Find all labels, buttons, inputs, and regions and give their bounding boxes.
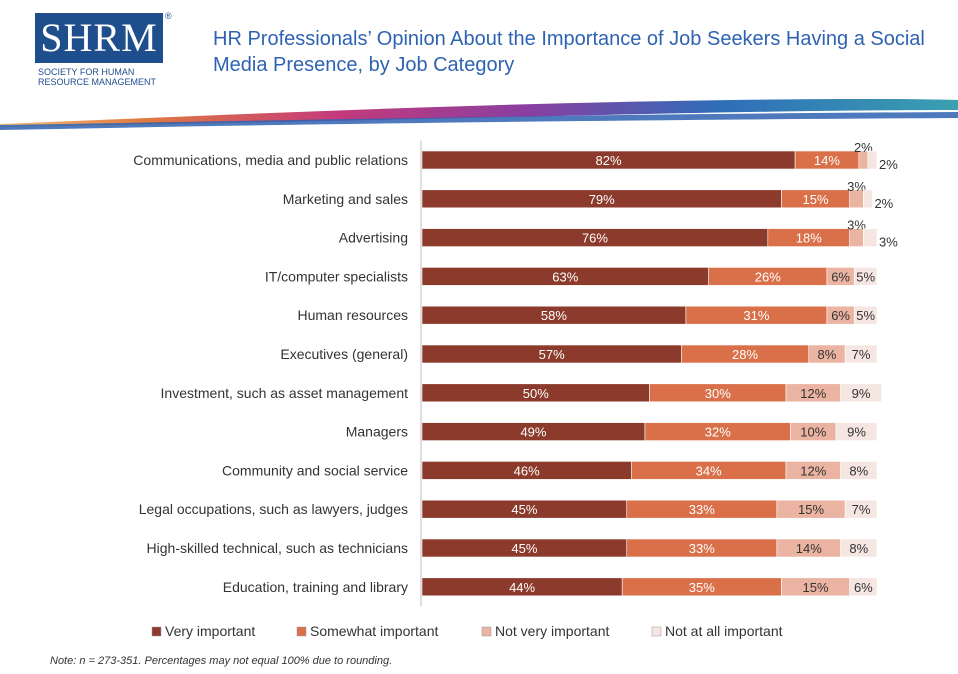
data-label: 10% bbox=[800, 425, 826, 440]
logo-subtitle: SOCIETY FOR HUMAN RESOURCE MANAGEMENT bbox=[38, 67, 157, 87]
data-label: 49% bbox=[520, 425, 546, 440]
legend-label: Somewhat important bbox=[310, 623, 439, 639]
data-label: 79% bbox=[589, 192, 615, 207]
legend-label: Not at all important bbox=[665, 623, 783, 639]
data-label: 3% bbox=[847, 179, 866, 194]
category-label: Human resources bbox=[298, 307, 409, 323]
data-label: 9% bbox=[852, 386, 871, 401]
data-label: 14% bbox=[796, 541, 822, 556]
category-label: High-skilled technical, such as technici… bbox=[147, 540, 408, 556]
data-label: 30% bbox=[705, 386, 731, 401]
stacked-bar-chart: Communications, media and public relatio… bbox=[133, 140, 898, 639]
data-label: 28% bbox=[732, 347, 758, 362]
chart-title: HR Professionals’ Opinion About the Impo… bbox=[213, 28, 925, 76]
bar-segment bbox=[849, 577, 878, 597]
bar-segment bbox=[863, 228, 878, 247]
data-label: 9% bbox=[847, 425, 866, 440]
category-label: Investment, such as asset management bbox=[161, 385, 409, 401]
data-label: 35% bbox=[689, 580, 715, 595]
data-label: 2% bbox=[874, 196, 893, 211]
data-label: 50% bbox=[523, 386, 549, 401]
category-label: Advertising bbox=[339, 230, 408, 246]
category-label: Marketing and sales bbox=[283, 191, 408, 207]
category-label: Executives (general) bbox=[280, 346, 408, 362]
decorative-banner bbox=[0, 98, 958, 130]
category-label: IT/computer specialists bbox=[265, 268, 408, 284]
data-label: 33% bbox=[689, 541, 715, 556]
bar-segment bbox=[867, 150, 878, 170]
legend-swatch bbox=[651, 626, 662, 637]
data-label: 82% bbox=[596, 153, 622, 168]
legend-swatch bbox=[151, 626, 162, 637]
data-label: 45% bbox=[511, 541, 537, 556]
category-label: Communications, media and public relatio… bbox=[133, 152, 408, 168]
data-label: 8% bbox=[818, 347, 837, 362]
data-label: 2% bbox=[879, 157, 898, 172]
data-label: 26% bbox=[755, 269, 781, 284]
data-label: 45% bbox=[511, 502, 537, 517]
data-label: 5% bbox=[856, 308, 875, 323]
bar-segment bbox=[840, 383, 882, 403]
legend-swatch bbox=[481, 626, 492, 637]
data-label: 76% bbox=[582, 231, 608, 246]
data-label: 31% bbox=[743, 308, 769, 323]
legend-label: Very important bbox=[165, 623, 255, 639]
data-label: 32% bbox=[705, 425, 731, 440]
data-label: 3% bbox=[847, 218, 866, 233]
bar-segment bbox=[835, 422, 878, 441]
data-label: 34% bbox=[696, 463, 722, 478]
data-label: 63% bbox=[552, 269, 578, 284]
data-label: 15% bbox=[798, 502, 824, 517]
data-label: 58% bbox=[541, 308, 567, 323]
bar-segment bbox=[840, 538, 878, 558]
data-label: 7% bbox=[852, 347, 871, 362]
data-label: 46% bbox=[514, 463, 540, 478]
data-label: 6% bbox=[854, 580, 873, 595]
data-label: 5% bbox=[856, 269, 875, 284]
registered-mark: ® bbox=[165, 11, 172, 21]
bar-segment bbox=[853, 305, 878, 325]
data-label: 3% bbox=[879, 235, 898, 250]
data-label: 15% bbox=[803, 192, 829, 207]
category-label: Education, training and library bbox=[223, 579, 408, 595]
data-label: 6% bbox=[831, 269, 850, 284]
legend-label: Not very important bbox=[495, 623, 609, 639]
category-label: Legal occupations, such as lawyers, judg… bbox=[139, 501, 408, 517]
bar-segment bbox=[853, 267, 878, 286]
bar-segment bbox=[844, 499, 878, 519]
data-label: 18% bbox=[796, 231, 822, 246]
category-label: Community and social service bbox=[222, 462, 408, 478]
logo-wordmark: SHRM bbox=[35, 13, 163, 63]
data-label: 14% bbox=[814, 153, 840, 168]
data-label: 12% bbox=[800, 386, 826, 401]
data-label: 44% bbox=[509, 580, 535, 595]
data-label: 15% bbox=[803, 580, 829, 595]
bar-segment bbox=[844, 344, 878, 364]
data-label: 8% bbox=[849, 541, 868, 556]
data-label: 8% bbox=[849, 463, 868, 478]
category-label: Managers bbox=[346, 424, 408, 440]
bar-segment bbox=[840, 461, 878, 480]
shrm-logo: SHRM ® SOCIETY FOR HUMAN RESOURCE MANAGE… bbox=[35, 11, 172, 89]
data-label: 12% bbox=[800, 463, 826, 478]
footnote: Note: n = 273-351. Percentages may not e… bbox=[50, 655, 393, 667]
data-label: 57% bbox=[539, 347, 565, 362]
bar-segment bbox=[863, 189, 873, 209]
legend-swatch bbox=[296, 626, 307, 637]
data-label: 7% bbox=[852, 502, 871, 517]
data-label: 33% bbox=[689, 502, 715, 517]
data-label: 6% bbox=[831, 308, 850, 323]
